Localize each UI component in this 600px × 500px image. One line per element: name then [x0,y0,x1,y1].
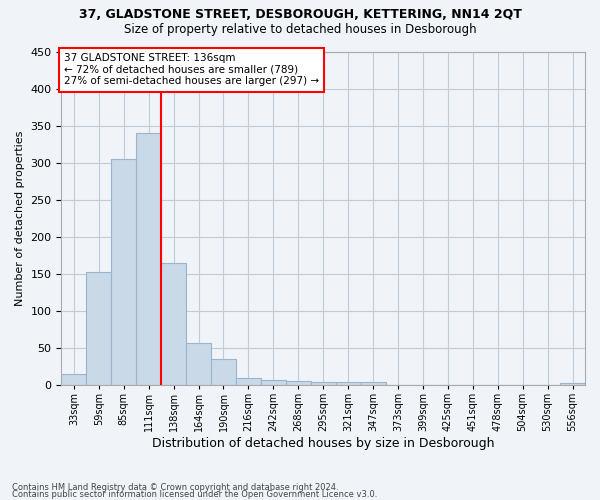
Bar [86,272,111,385]
Bar [211,359,236,385]
Bar [161,263,186,385]
X-axis label: Distribution of detached houses by size in Desborough: Distribution of detached houses by size … [152,437,494,450]
Text: Contains HM Land Registry data © Crown copyright and database right 2024.: Contains HM Land Registry data © Crown c… [12,484,338,492]
Text: 37, GLADSTONE STREET, DESBOROUGH, KETTERING, NN14 2QT: 37, GLADSTONE STREET, DESBOROUGH, KETTER… [79,8,521,20]
Text: Size of property relative to detached houses in Desborough: Size of property relative to detached ho… [124,22,476,36]
Text: Contains public sector information licensed under the Open Government Licence v3: Contains public sector information licen… [12,490,377,499]
Bar [186,343,211,385]
Bar [335,382,361,385]
Bar [311,382,335,385]
Bar [261,380,286,385]
Bar [361,382,386,385]
Bar [236,378,261,385]
Bar [286,382,311,385]
Bar [61,374,86,385]
Bar [136,133,161,385]
Text: 37 GLADSTONE STREET: 136sqm
← 72% of detached houses are smaller (789)
27% of se: 37 GLADSTONE STREET: 136sqm ← 72% of det… [64,53,319,86]
Bar [111,159,136,385]
Y-axis label: Number of detached properties: Number of detached properties [15,130,25,306]
Bar [560,383,585,385]
